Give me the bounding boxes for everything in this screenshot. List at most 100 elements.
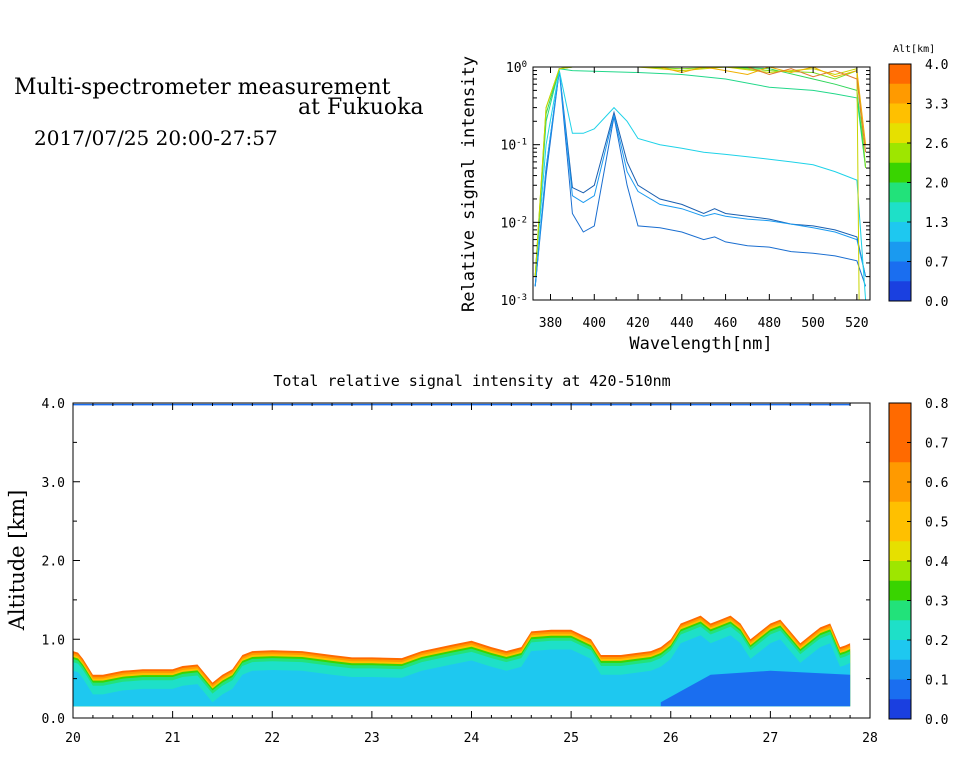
heatmap-y-axis: 0.0 1.0 2.0 3.0 4.0 <box>42 397 870 727</box>
intensity-colorbar-tick-label: 0.4 <box>925 555 949 570</box>
intensity-colorbar-tick-label: 0.3 <box>925 595 948 610</box>
intensity-colorbar-tick-label: 0.1 <box>925 674 948 689</box>
intensity-colorbar-cell <box>889 659 911 680</box>
intensity-colorbar-tick-label: 0.0 <box>925 713 948 728</box>
heatmap-y-tick-label: 4.0 <box>42 397 65 412</box>
altitude-colorbar-cell <box>889 222 911 243</box>
intensity-colorbar-tick-label: 0.7 <box>925 437 948 452</box>
heatmap-y-tick-label: 1.0 <box>42 633 65 648</box>
spectrum-x-tick-label: 420 <box>626 316 649 331</box>
heatmap-x-tick-label: 22 <box>264 731 280 746</box>
heatmap-plot: Total relative signal intensity at 420-5… <box>5 372 878 746</box>
intensity-colorbar-cell <box>889 422 911 443</box>
heatmap-x-tick-label: 20 <box>65 731 81 746</box>
intensity-colorbar-cell <box>889 561 911 582</box>
spectrum-series-line <box>534 70 867 300</box>
spectrum-series-line <box>659 67 867 145</box>
intensity-colorbar-cell <box>889 541 911 562</box>
intensity-colorbar-cell <box>889 600 911 621</box>
heatmap-low-intensity-region <box>660 670 851 707</box>
spectrum-x-tick-label: 400 <box>583 316 606 331</box>
heatmap-y-tick-label: 0.0 <box>42 712 65 727</box>
altitude-colorbar-cell <box>889 261 911 282</box>
heatmap-title: Total relative signal intensity at 420-5… <box>273 372 670 390</box>
altitude-colorbar-cell <box>889 143 911 164</box>
spectrum-x-tick-label: 440 <box>670 316 693 331</box>
heatmap-x-tick-label: 21 <box>165 731 181 746</box>
altitude-colorbar: Alt[km] 4.0 3.3 2.6 2.0 1.3 0.7 0.0 <box>888 44 948 310</box>
intensity-colorbar-tick-label: 0.6 <box>925 476 948 491</box>
spectrum-series-line <box>534 70 867 287</box>
altitude-colorbar-cell <box>889 64 911 85</box>
intensity-colorbar-cell <box>889 403 911 424</box>
chart-title-line2: at Fukuoka <box>298 95 424 120</box>
heatmap-x-tick-label: 23 <box>364 731 380 746</box>
spectrum-x-axis: 380 400 420 440 460 480 500 520 <box>539 67 869 331</box>
spectrum-plot: 380 400 420 440 460 480 500 520 100 10-1 10-2 10-3… <box>459 56 871 354</box>
altitude-colorbar-tick-label: 0.0 <box>925 295 948 310</box>
spectrum-series-group <box>534 67 867 300</box>
spectrum-series-line <box>534 70 867 287</box>
heatmap-x-tick-label: 28 <box>862 731 878 746</box>
spectrum-x-tick-label: 380 <box>539 316 562 331</box>
altitude-colorbar-cell <box>889 281 911 302</box>
heatmap-intensity-band <box>73 635 851 707</box>
heatmap-y-tick-label: 2.0 <box>42 555 65 570</box>
heatmap-field <box>73 403 851 707</box>
intensity-colorbar: 0.8 0.7 0.6 0.5 0.4 0.3 0.2 0.1 0.0 <box>888 397 949 728</box>
spectrum-x-label: Wavelength[nm] <box>629 334 772 354</box>
altitude-colorbar-cell <box>889 83 911 104</box>
altitude-colorbar-cell <box>889 182 911 203</box>
intensity-colorbar-cell <box>889 462 911 483</box>
intensity-colorbar-tick-label: 0.5 <box>925 516 948 531</box>
spectrum-y-tick-label: 10-1 <box>501 138 528 154</box>
intensity-colorbar-cell <box>889 580 911 601</box>
heatmap-x-axis: 20 21 22 23 24 25 26 27 28 <box>65 403 878 746</box>
intensity-colorbar-tick-label: 0.8 <box>925 397 948 412</box>
intensity-colorbar-cell <box>889 482 911 503</box>
heatmap-y-tick-label: 3.0 <box>42 476 65 491</box>
spectrum-plot-area <box>533 67 870 300</box>
intensity-colorbar-cell <box>889 501 911 522</box>
altitude-colorbar-tick-label: 1.3 <box>925 216 948 231</box>
intensity-colorbar-cell <box>889 679 911 700</box>
spectrum-x-tick-label: 500 <box>801 316 824 331</box>
heatmap-x-tick-label: 25 <box>563 731 579 746</box>
spectrum-y-label: Relative signal intensity <box>459 56 479 312</box>
altitude-colorbar-tick-label: 4.0 <box>925 58 948 73</box>
intensity-colorbar-cell <box>889 640 911 661</box>
altitude-colorbar-cell <box>889 162 911 183</box>
heatmap-x-tick-label: 27 <box>763 731 779 746</box>
intensity-colorbar-cell <box>889 442 911 463</box>
chart-title-line1: Multi-spectrometer measurement <box>14 75 391 100</box>
spectrum-y-tick-label: 10-3 <box>501 293 528 309</box>
spectrum-frame <box>532 66 871 301</box>
heatmap-y-label: Altitude [km] <box>5 490 29 632</box>
altitude-colorbar-cell <box>889 123 911 144</box>
spectrum-series-line <box>534 67 860 300</box>
intensity-colorbar-cell <box>889 521 911 542</box>
spectrum-y-tick-label: 10-2 <box>501 215 528 231</box>
spectrum-series-line <box>747 67 867 153</box>
spectrum-x-tick-label: 520 <box>845 316 868 331</box>
heatmap-x-tick-label: 24 <box>464 731 480 746</box>
intensity-colorbar-cell <box>889 620 911 641</box>
altitude-colorbar-tick-label: 2.6 <box>925 137 948 152</box>
altitude-colorbar-tick-label: 3.3 <box>925 98 948 113</box>
intensity-colorbar-tick-label: 0.2 <box>925 634 948 649</box>
spectrum-x-tick-label: 460 <box>714 316 737 331</box>
altitude-colorbar-cell <box>889 103 911 124</box>
intensity-colorbar-cell <box>889 699 911 720</box>
altitude-colorbar-cell <box>889 241 911 262</box>
spectrum-x-tick-label: 480 <box>758 316 781 331</box>
altitude-colorbar-tick-label: 0.7 <box>925 256 948 271</box>
spectrum-y-tick-label: 100 <box>506 60 527 76</box>
measurement-period: 2017/07/25 20:00-27:57 <box>34 126 278 150</box>
altitude-colorbar-cell <box>889 202 911 223</box>
spectrum-series-line <box>534 70 867 287</box>
altitude-colorbar-tick-label: 2.0 <box>925 177 948 192</box>
spectrum-y-axis: 100 10-1 10-2 10-3 <box>501 60 870 309</box>
altitude-colorbar-label: Alt[km] <box>893 44 935 55</box>
heatmap-x-tick-label: 26 <box>663 731 679 746</box>
